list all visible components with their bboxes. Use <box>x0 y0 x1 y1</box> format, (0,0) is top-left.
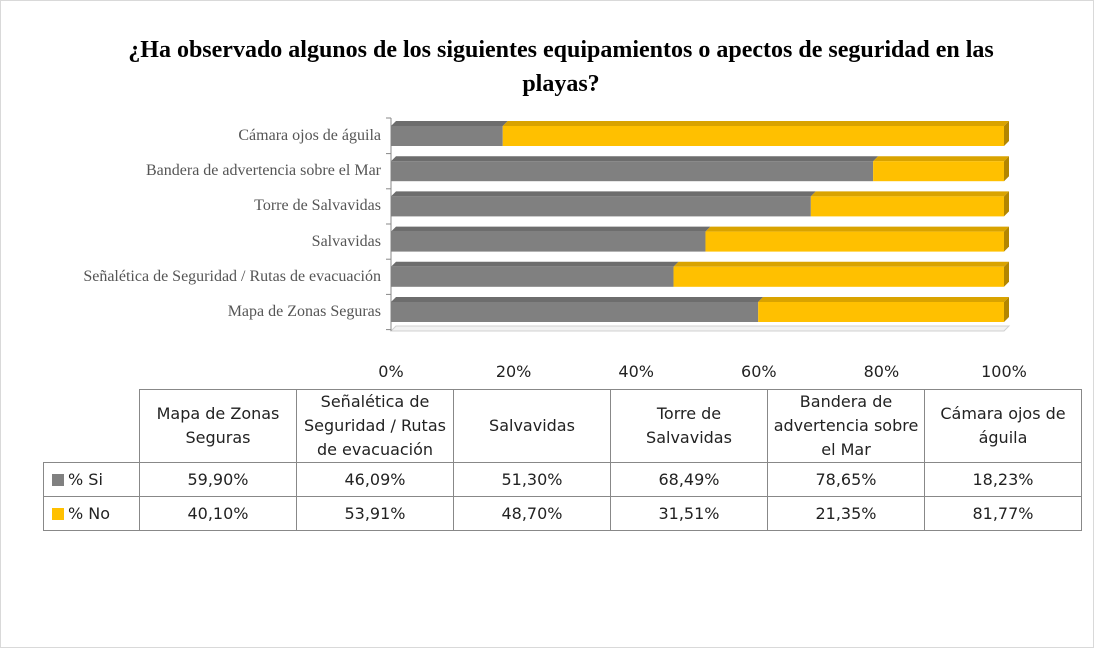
category-label: Mapa de Zonas Seguras <box>227 303 381 320</box>
bar-segment <box>705 226 1009 252</box>
table-header: Torre de Salvavidas <box>610 389 768 463</box>
table-header: Mapa de Zonas Seguras <box>139 389 297 463</box>
value-label: 48,70% <box>453 496 611 531</box>
bar-segment <box>391 156 879 182</box>
floor <box>389 325 1011 332</box>
table-header: Cámara ojos de águila <box>924 389 1082 463</box>
table-header: Señalética de Seguridad / Rutas de evacu… <box>296 389 454 463</box>
value-label: 59,90% <box>139 462 297 497</box>
value-label: 51,30% <box>453 462 611 497</box>
bar-front <box>391 302 759 322</box>
x-tick-label: 100% <box>981 362 1027 381</box>
table-header: Bandera de advertencia sobre el Mar <box>767 389 925 463</box>
table-row: % Si 59,90% 46,09% 51,30% 68,49% 78,65% 18,23% <box>43 462 1082 497</box>
table-header-row: Mapa de Zonas Seguras Señalética de Segur… <box>43 389 1082 463</box>
category-label: Señalética de Seguridad / Rutas de evacu… <box>83 267 381 285</box>
value-label: 81,77% <box>924 496 1082 531</box>
bar-segment <box>391 261 679 287</box>
bar-segment <box>391 226 711 252</box>
bar-segment <box>873 156 1009 182</box>
table-corner <box>43 389 140 463</box>
bar-front <box>391 196 811 217</box>
category-label: Torre de Salvavidas <box>254 197 381 215</box>
bar-front <box>758 302 1004 322</box>
table-row: % No 40,10% 53,91% 48,70% 31,51% 21,35% 81,77% <box>43 496 1082 531</box>
bar-top <box>758 297 1009 302</box>
x-tick-label: 0% <box>378 362 403 381</box>
bar-front <box>705 231 1004 252</box>
x-tick-label: 60% <box>741 362 777 381</box>
legend-swatch <box>52 474 64 486</box>
bar-side <box>1004 261 1009 287</box>
table-header: Salvavidas <box>453 389 611 463</box>
bar-front <box>391 231 706 252</box>
bar-segment <box>502 121 1009 146</box>
bar-segment <box>391 297 764 322</box>
value-label: 40,10% <box>139 496 297 531</box>
bar-side <box>1004 156 1009 182</box>
bar-top <box>810 191 1009 197</box>
bar-side <box>1004 226 1009 252</box>
bar-front <box>391 126 503 146</box>
bar-front <box>502 126 1004 146</box>
category-label: Cámara ojos de águila <box>238 127 381 144</box>
bar-front <box>810 196 1004 217</box>
bar-top <box>391 156 879 162</box>
data-table: Mapa de Zonas Seguras Señalética de Segur… <box>43 389 1082 531</box>
bar-top <box>391 226 711 232</box>
x-tick-label: 80% <box>864 362 900 381</box>
bar-top <box>391 191 816 197</box>
value-label: 68,49% <box>610 462 768 497</box>
bar-front <box>673 266 1004 287</box>
bar-segment <box>391 121 508 146</box>
legend-swatch <box>52 508 64 520</box>
value-label: 21,35% <box>767 496 925 531</box>
bar-top <box>391 121 508 126</box>
x-tick-label: 20% <box>496 362 532 381</box>
bar-segment <box>391 191 816 217</box>
category-label: Salvavidas <box>311 232 381 250</box>
bar-segment <box>810 191 1009 217</box>
bar-top <box>873 156 1009 162</box>
value-label: 31,51% <box>610 496 768 531</box>
bar-front <box>391 161 874 182</box>
bar-segment <box>758 297 1009 322</box>
bar-side <box>1004 121 1009 146</box>
legend-entry: % Si <box>43 462 140 497</box>
value-label: 46,09% <box>296 462 454 497</box>
value-label: 18,23% <box>924 462 1082 497</box>
category-label: Bandera de advertencia sobre el Mar <box>146 162 381 180</box>
bar-top <box>705 226 1009 232</box>
bar-front <box>391 266 674 287</box>
legend-entry: % No <box>43 496 140 531</box>
value-label: 78,65% <box>767 462 925 497</box>
bar-top <box>391 261 679 267</box>
bar-side <box>1004 191 1009 217</box>
chart-title: ¿Ha observado algunos de los siguientes … <box>128 37 994 97</box>
bar-top <box>673 261 1009 267</box>
bar-top <box>502 121 1009 126</box>
bar-front <box>873 161 1004 182</box>
legend-label: % No <box>68 504 111 523</box>
bar-segment <box>673 261 1009 287</box>
bar-side <box>1004 297 1009 322</box>
value-label: 53,91% <box>296 496 454 531</box>
legend-label: % Si <box>68 470 103 489</box>
bar-top <box>391 297 764 302</box>
x-tick-label: 40% <box>618 362 654 381</box>
